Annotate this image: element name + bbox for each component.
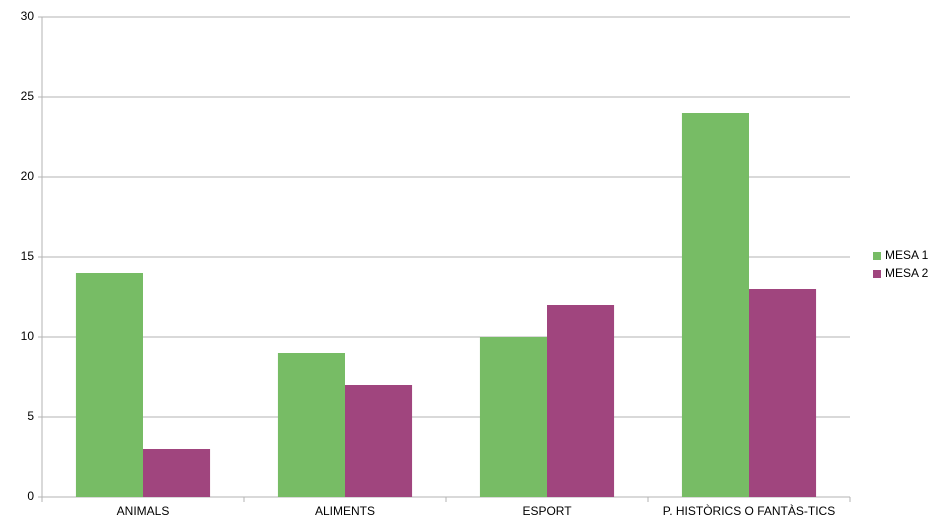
bar bbox=[277, 353, 345, 497]
x-tick-label: ESPORT bbox=[522, 504, 572, 518]
bar bbox=[547, 305, 615, 497]
x-tick-label: ALIMENTS bbox=[315, 504, 375, 518]
bar bbox=[681, 113, 749, 497]
legend-label: MESA 2 bbox=[885, 266, 929, 280]
bar bbox=[345, 385, 413, 497]
bar bbox=[749, 289, 817, 497]
legend-label: MESA 1 bbox=[885, 248, 929, 262]
y-tick-label: 0 bbox=[27, 489, 34, 503]
y-tick-label: 10 bbox=[21, 329, 35, 343]
x-tick-label: ANIMALS bbox=[117, 504, 170, 518]
bar bbox=[479, 337, 547, 497]
bar bbox=[143, 449, 211, 497]
y-tick-label: 15 bbox=[21, 249, 35, 263]
y-tick-label: 20 bbox=[21, 169, 35, 183]
y-tick-label: 5 bbox=[27, 409, 34, 423]
legend-swatch bbox=[873, 252, 881, 260]
y-tick-label: 30 bbox=[21, 9, 35, 23]
x-tick-label: P. HISTÒRICS O FANTÀS-TICS bbox=[663, 503, 835, 518]
y-tick-label: 25 bbox=[21, 89, 35, 103]
bar bbox=[75, 273, 143, 497]
legend-swatch bbox=[873, 270, 881, 278]
